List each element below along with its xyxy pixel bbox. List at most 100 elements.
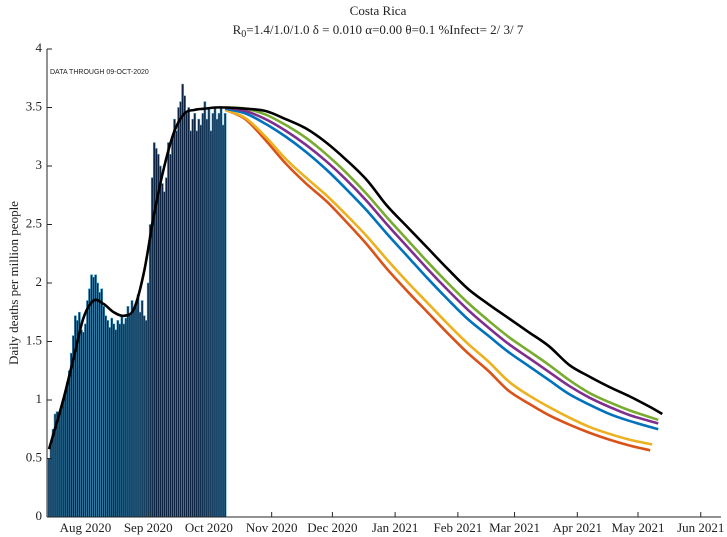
- bar: [51, 428, 55, 518]
- bar: [157, 154, 160, 518]
- y-tick-label: 0: [36, 508, 43, 523]
- bar: [96, 282, 99, 518]
- bar: [86, 300, 89, 518]
- bar: [163, 191, 166, 518]
- bar: [148, 224, 152, 518]
- y-tick-label: 2.5: [26, 215, 42, 230]
- bar: [114, 329, 118, 518]
- chart-subtitle: R0=1.4/1.0/1.0 δ = 0.010 α=0.00 θ=0.1 %I…: [233, 22, 524, 40]
- x-tick-label: Aug 2020: [60, 520, 112, 535]
- bar: [211, 113, 215, 518]
- bar: [152, 142, 156, 518]
- subtitle-subscript: 0: [241, 29, 246, 40]
- model-curve: [224, 106, 659, 425]
- bar: [112, 323, 116, 518]
- bar: [161, 183, 164, 518]
- bar: [98, 292, 101, 518]
- bar: [132, 308, 136, 518]
- bar: [207, 107, 211, 518]
- bar: [78, 311, 81, 518]
- x-tick-label: Mar 2021: [489, 520, 540, 535]
- bar: [67, 370, 71, 518]
- x-tick-label: Feb 2021: [434, 520, 483, 535]
- bar: [100, 288, 103, 518]
- bar: [120, 315, 124, 518]
- bar: [82, 331, 85, 518]
- y-tick-label: 0.5: [26, 449, 42, 464]
- bar: [84, 323, 87, 518]
- bar: [104, 315, 108, 518]
- bar: [183, 95, 186, 518]
- bar: [124, 317, 128, 518]
- bar: [47, 458, 51, 518]
- bar: [177, 107, 180, 518]
- bar: [102, 306, 105, 518]
- bar: [223, 113, 227, 518]
- bar: [175, 130, 178, 518]
- bar: [213, 107, 217, 518]
- bar: [209, 130, 213, 518]
- subtitle-part: R: [233, 22, 242, 37]
- bar: [203, 101, 207, 518]
- bar: [59, 409, 63, 518]
- bar: [165, 177, 168, 518]
- model-curve: [224, 108, 653, 446]
- bar: [90, 274, 93, 518]
- bar: [217, 113, 221, 518]
- bar: [171, 136, 174, 518]
- bar: [49, 444, 53, 518]
- bar: [126, 306, 130, 518]
- bar: [116, 320, 120, 518]
- x-tick-label: Apr 2021: [553, 520, 602, 535]
- bar: [144, 320, 148, 518]
- bar: [185, 113, 188, 518]
- bar: [128, 315, 132, 518]
- bar: [199, 124, 203, 518]
- bar: [195, 130, 199, 518]
- bar: [134, 303, 138, 518]
- bar: [193, 113, 197, 518]
- bar: [159, 165, 162, 518]
- bar: [201, 113, 205, 518]
- bar: [57, 414, 61, 518]
- bar: [187, 107, 190, 518]
- x-tick-label: Sep 2020: [124, 520, 173, 535]
- annotation: DATA THROUGH 09-OCT-2020: [50, 69, 149, 76]
- bar: [69, 352, 73, 518]
- x-tick-label: May 2021: [611, 520, 664, 535]
- x-tick-label: Oct 2020: [185, 520, 233, 535]
- bar: [61, 399, 65, 518]
- chart-title: Costa Rica: [350, 3, 407, 18]
- bar: [146, 282, 150, 518]
- bar: [106, 320, 110, 518]
- bar: [181, 83, 184, 518]
- bar: [136, 294, 140, 518]
- bar: [197, 118, 201, 518]
- bar: [215, 118, 219, 518]
- bar: [173, 118, 176, 518]
- bar: [108, 327, 112, 518]
- y-tick-label: 4: [36, 40, 43, 55]
- bar: [80, 329, 83, 518]
- model-curve: [47, 106, 663, 450]
- x-tick-label: Jun 2021: [677, 520, 724, 535]
- x-tick-label: Dec 2020: [307, 520, 357, 535]
- bar: [169, 154, 172, 518]
- bar: [140, 300, 144, 518]
- bar: [205, 118, 209, 518]
- y-tick-label: 3: [36, 157, 43, 172]
- bar: [179, 101, 182, 518]
- bar: [138, 311, 142, 518]
- x-tick-label: Jan 2021: [372, 520, 419, 535]
- y-tick-label: 1: [36, 391, 43, 406]
- bar: [110, 317, 114, 518]
- bar: [221, 124, 225, 518]
- bar: [122, 323, 126, 518]
- bar: [65, 382, 69, 518]
- model-curve: [224, 108, 651, 452]
- bar: [94, 274, 97, 518]
- bar: [63, 393, 67, 518]
- bar: [167, 142, 170, 518]
- bar: [88, 288, 91, 518]
